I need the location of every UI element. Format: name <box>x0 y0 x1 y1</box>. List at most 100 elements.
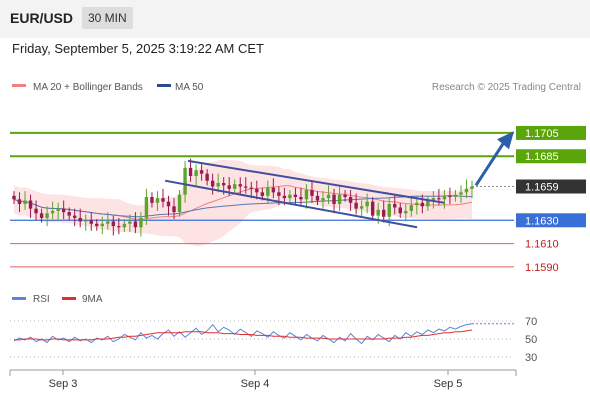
level-badge-1.1685 <box>516 149 586 164</box>
candle-body <box>128 221 132 224</box>
candle-body <box>315 195 320 201</box>
rsi-level-label-70: 70 <box>525 316 537 328</box>
candle-body <box>188 167 193 177</box>
time-axis: Sep 3 Sep 4 Sep 5 <box>9 369 517 390</box>
candle-body <box>84 220 88 222</box>
candle-body <box>72 215 77 218</box>
chart-datetime: Friday, September 5, 2025 3:19:22 AM CET <box>12 41 264 56</box>
candle-body <box>172 206 176 213</box>
candle-body <box>431 198 436 201</box>
candle-body <box>28 200 33 209</box>
timeframe-badge[interactable]: 30 MIN <box>82 7 133 29</box>
candle-body <box>100 223 104 227</box>
candle-body <box>161 198 165 202</box>
candle-body <box>199 170 204 174</box>
channel-lower-line <box>164 179 418 229</box>
candle-body <box>404 210 408 214</box>
time-tick-label: Sep 4 <box>241 378 270 390</box>
candle-body <box>420 202 425 207</box>
candle-body <box>266 187 270 196</box>
candle-body <box>387 203 391 217</box>
level-label-1.1590: 1.1590 <box>525 262 559 274</box>
time-tick-label: Sep 3 <box>49 378 78 390</box>
candle-body <box>122 223 127 228</box>
candle-body <box>39 213 44 218</box>
candle-body <box>111 221 116 227</box>
rsi-legend-label: RSI <box>33 294 50 305</box>
candle-body <box>426 200 430 207</box>
candle-body <box>139 217 143 228</box>
candle-body <box>210 180 215 187</box>
projection-arrow-head <box>497 131 514 150</box>
candle-body <box>56 208 60 211</box>
candle-body <box>299 196 303 200</box>
price-pane: 1.1705 1.1685 1.1630 1.1610 1.1590 1.1659 <box>10 125 586 274</box>
candle-body <box>370 201 375 216</box>
candle-body <box>415 202 419 206</box>
candle-body <box>365 201 369 207</box>
rsi-pane: 70 50 30 <box>10 316 537 364</box>
candle-body <box>348 196 353 203</box>
level-label-1.1630: 1.1630 <box>525 215 559 227</box>
rsi-ma-line <box>14 329 473 341</box>
candle-body <box>205 173 209 181</box>
candle-body <box>34 208 38 214</box>
candle-body <box>409 205 414 211</box>
ma50-legend-swatch <box>157 84 171 87</box>
ma20-legend-swatch <box>12 84 26 87</box>
channel-upper-line <box>187 159 445 204</box>
candle-body <box>459 192 463 195</box>
candle-body <box>117 226 121 228</box>
candle-body <box>398 207 402 214</box>
candle-body <box>249 187 253 189</box>
candle-body <box>227 185 231 189</box>
candle-body <box>337 194 342 204</box>
candle-body <box>45 213 49 218</box>
rsi-line <box>13 323 473 345</box>
candle-body <box>310 190 314 196</box>
candle-body <box>470 186 474 189</box>
candle-body <box>326 194 331 199</box>
candle-body <box>448 195 452 198</box>
candle-body <box>393 203 397 208</box>
candle-body <box>50 210 55 214</box>
level-label-1.1685: 1.1685 <box>525 151 559 163</box>
candle-body <box>183 167 187 195</box>
candle-body <box>221 183 226 186</box>
level-label-1.1705: 1.1705 <box>525 128 559 140</box>
credit-text: Research © 2025 Trading Central <box>432 82 581 93</box>
ma50-line <box>13 195 473 218</box>
candle-body <box>304 190 309 200</box>
candle-body <box>282 195 287 199</box>
rsi-ma-legend-label: 9MA <box>82 294 103 305</box>
ma20-legend-label: MA 20 + Bollinger Bands <box>33 82 143 93</box>
candle-body <box>89 220 93 224</box>
candle-body <box>442 195 447 200</box>
candle-body <box>271 187 276 193</box>
rsi-level-label-50: 50 <box>525 334 537 346</box>
current-price-label: 1.1659 <box>525 182 559 194</box>
candle-body <box>255 188 259 193</box>
candle-body <box>376 209 380 216</box>
level-badge-1.1630 <box>516 213 586 228</box>
projection-arrow <box>474 141 506 187</box>
candle-body <box>260 192 265 196</box>
candle-body <box>133 221 138 228</box>
candle-body <box>343 194 347 197</box>
candle-body <box>23 200 27 204</box>
candle-body <box>382 209 386 217</box>
candle-body <box>437 198 441 200</box>
current-price-badge <box>516 179 586 194</box>
candle-body <box>233 184 237 189</box>
candle-body <box>95 223 99 227</box>
candle-body <box>144 196 149 218</box>
candle-body <box>67 212 71 216</box>
candle-body <box>238 184 242 187</box>
candle-body <box>293 194 298 197</box>
level-badge-1.1705 <box>516 125 586 140</box>
candle-body <box>321 198 325 201</box>
candle-body <box>61 208 66 213</box>
candle-body <box>150 196 154 203</box>
candle-body <box>464 188 469 193</box>
